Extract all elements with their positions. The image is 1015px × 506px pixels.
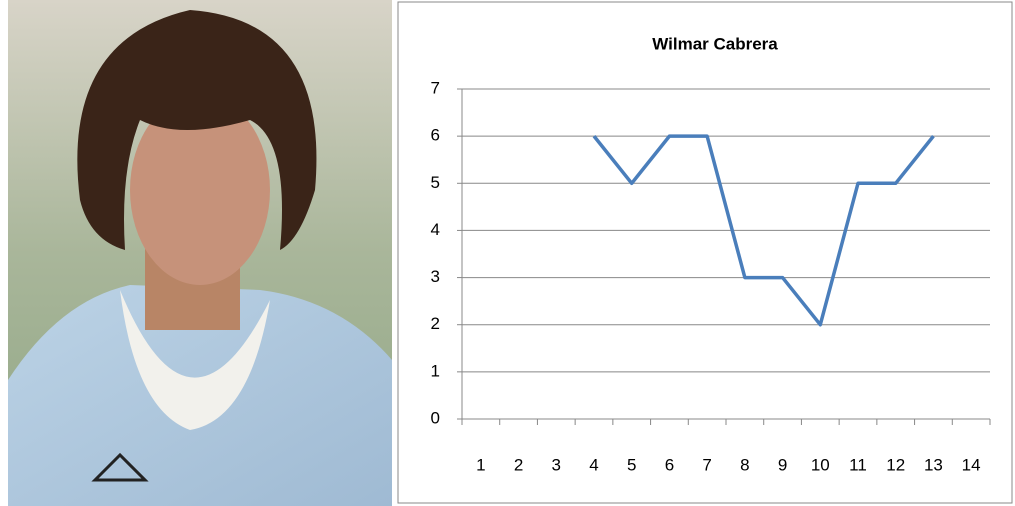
y-tick-label: 2 [431, 314, 440, 333]
page: Wilmar Cabrera 0123456712345678910111213… [0, 0, 1015, 506]
y-tick-label: 7 [431, 78, 440, 97]
x-tick-label: 13 [924, 455, 943, 474]
x-tick-label: 2 [514, 455, 523, 474]
x-tick-label: 5 [627, 455, 636, 474]
y-tick-label: 5 [431, 173, 440, 192]
chart-frame [398, 2, 1012, 503]
x-tick-label: 7 [702, 455, 711, 474]
x-tick-label: 3 [552, 455, 561, 474]
photo [8, 0, 392, 506]
x-tick-label: 14 [962, 455, 981, 474]
x-tick-label: 6 [665, 455, 674, 474]
x-tick-label: 1 [476, 455, 485, 474]
y-tick-label: 4 [431, 220, 440, 239]
y-tick-label: 6 [431, 126, 440, 145]
y-tick-label: 1 [431, 361, 440, 380]
x-tick-label: 4 [589, 455, 598, 474]
y-tick-label: 3 [431, 267, 440, 286]
x-tick-label: 9 [778, 455, 787, 474]
x-tick-label: 11 [849, 455, 867, 474]
x-tick-label: 12 [886, 455, 905, 474]
x-tick-label: 10 [811, 455, 830, 474]
x-tick-label: 8 [740, 455, 749, 474]
screen: Wilmar Cabrera 0123456712345678910111213… [0, 0, 1015, 506]
chart-title: Wilmar Cabrera [652, 34, 778, 53]
y-tick-label: 0 [431, 408, 440, 427]
